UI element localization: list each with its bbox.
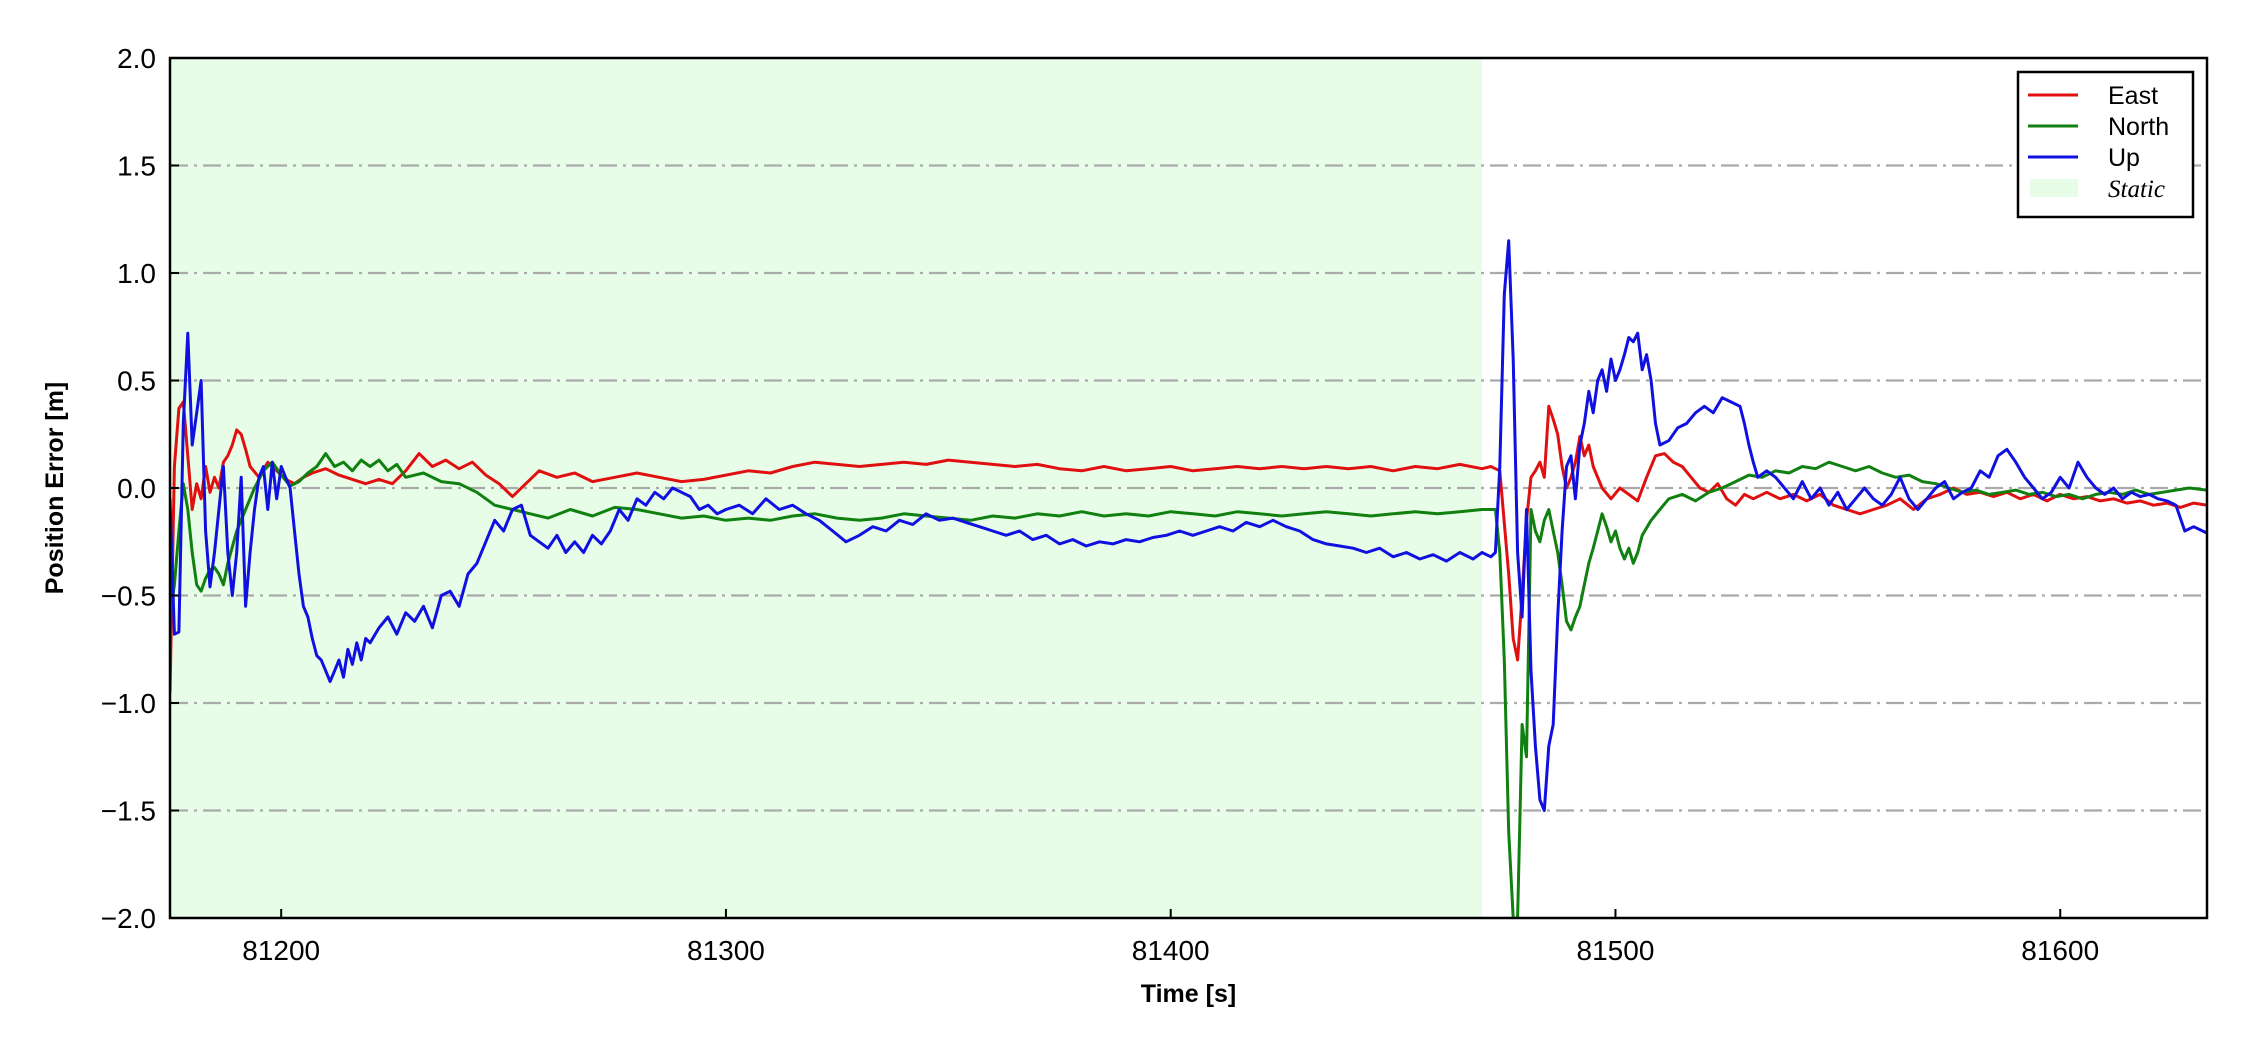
legend-label-up: Up <box>2108 144 2140 172</box>
legend-label-static: Static <box>2108 176 2165 203</box>
legend-label-north: North <box>2108 113 2169 141</box>
x-axis-title: Time [s] <box>1141 980 1236 1008</box>
legend: East North Up Static <box>2016 70 2195 219</box>
y-tick-label: 1.0 <box>117 258 156 289</box>
x-tick-label: 81600 <box>2021 935 2099 966</box>
y-tick-label: −2.0 <box>101 903 156 934</box>
x-tick-label: 81400 <box>1132 935 1210 966</box>
y-tick-label: 2.0 <box>117 43 156 74</box>
series-line-north <box>170 452 2207 918</box>
x-tick-label: 81500 <box>1577 935 1655 966</box>
series-line-up <box>170 239 2207 812</box>
y-tick-label: 0.5 <box>117 366 156 397</box>
grid-lines <box>170 164 2207 812</box>
legend-label-east: East <box>2108 82 2158 110</box>
y-axis-title: Position Error [m] <box>41 382 69 595</box>
y-tick-label: −1.0 <box>101 688 156 719</box>
y-tick-label: 1.5 <box>117 151 156 182</box>
legend-swatch-static <box>2030 179 2078 197</box>
y-tick-label: −1.5 <box>101 796 156 827</box>
y-tick-label: 0.0 <box>117 473 156 504</box>
x-tick-label: 81300 <box>687 935 765 966</box>
y-tick-label: −0.5 <box>101 581 156 612</box>
series-line-east <box>170 400 2207 693</box>
x-tick-label: 81200 <box>242 935 320 966</box>
x-axis-ticks: 81200 81300 81400 81500 81600 <box>242 909 2099 966</box>
series-lines <box>170 239 2207 918</box>
y-axis-ticks: 2.0 1.5 1.0 0.5 0.0 −0.5 −1.0 −1.5 −2.0 <box>101 43 179 934</box>
